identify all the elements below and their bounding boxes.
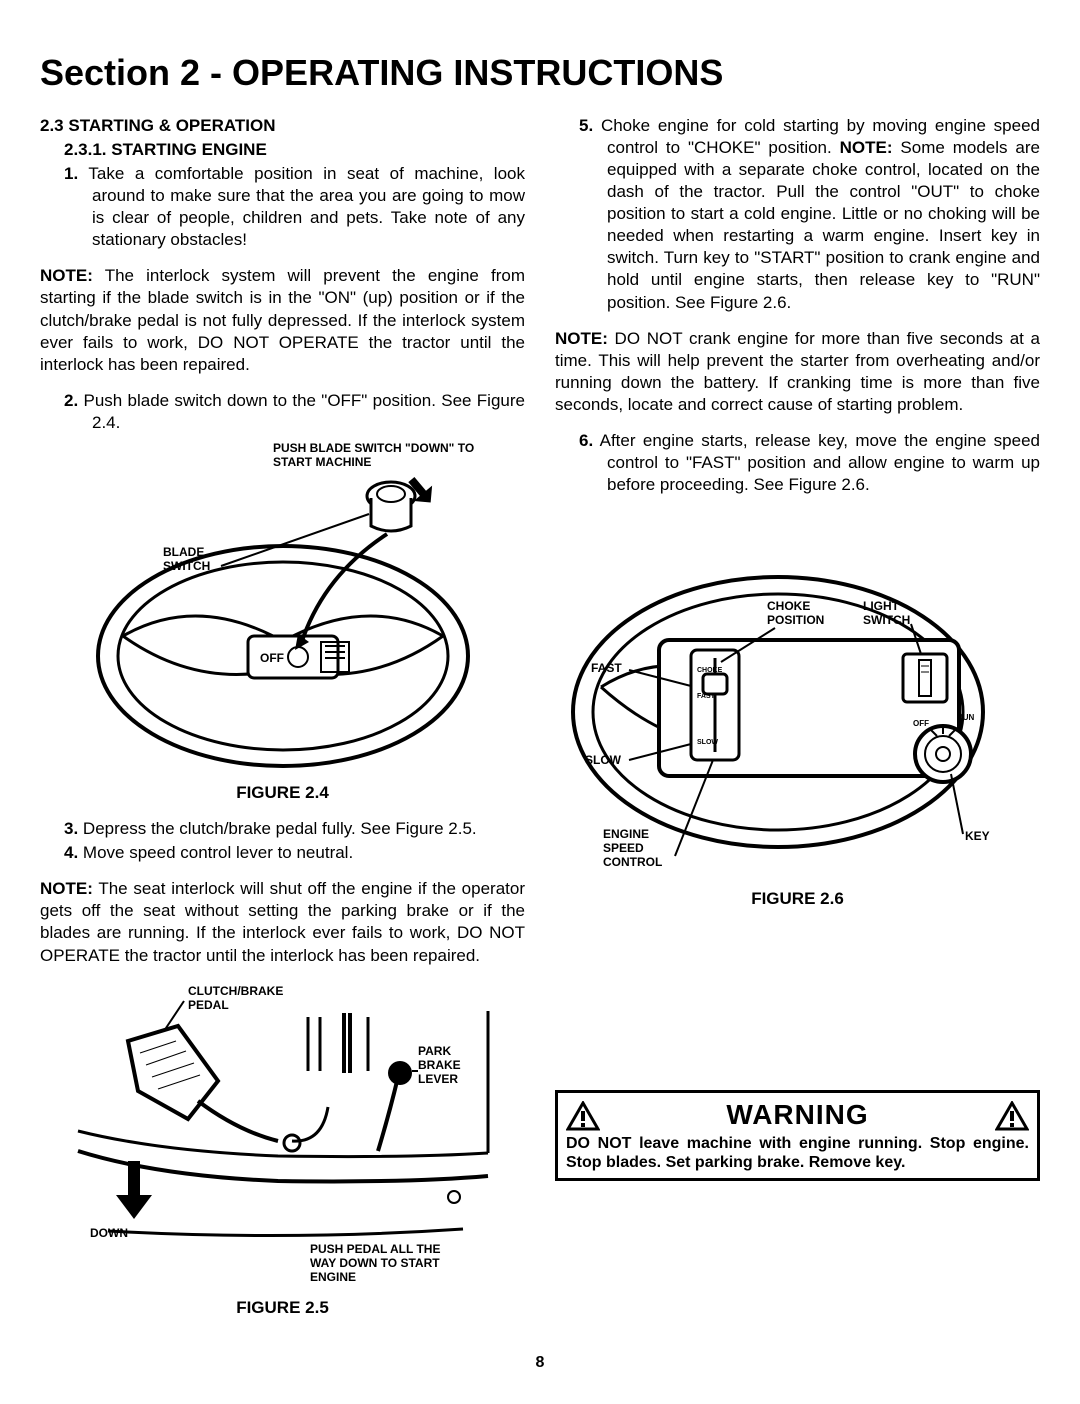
step-4-text: Move speed control lever to neutral. [83, 843, 353, 862]
step-5-text2: Some models are equipped with a separate… [607, 138, 1040, 312]
step-6-num: 6. [579, 431, 593, 450]
note3-label: NOTE: [555, 329, 608, 348]
heading-2-3: 2.3 STARTING & OPERATION [40, 115, 525, 137]
fig25-pb3: LEVER [418, 1072, 458, 1086]
figure-2-5-caption: FIGURE 2.5 [40, 1297, 525, 1319]
fig24-blade-label1: BLADE [163, 545, 204, 559]
warning-icon [995, 1101, 1029, 1131]
figure-2-4-caption: FIGURE 2.4 [40, 782, 525, 804]
fig26-fast: FAST [591, 661, 622, 675]
warning-body: DO NOT leave machine with engine running… [566, 1134, 1029, 1172]
fig26-light2: SWITCH [863, 613, 910, 627]
fig25-push1: PUSH PEDAL ALL THE [310, 1242, 440, 1256]
note-crank: NOTE: DO NOT crank engine for more than … [555, 328, 1040, 416]
fig25-push2: WAY DOWN TO START [310, 1256, 440, 1270]
fig25-pb1: PARK [418, 1044, 451, 1058]
figure-2-6: CHOKE FAST SLOW RUN OFF CHOKE POSITION [555, 522, 1040, 882]
left-column: 2.3 STARTING & OPERATION 2.3.1. STARTING… [40, 115, 525, 1333]
note-text: The interlock system will prevent the en… [40, 266, 525, 373]
step-3-num: 3. [64, 819, 78, 838]
note-label: NOTE: [40, 266, 93, 285]
fig25-pb2: BRAKE [418, 1058, 461, 1072]
fig24-push-label: PUSH BLADE SWITCH "DOWN" TO [273, 441, 474, 455]
fig24-blade-label2: SWITCH [163, 559, 210, 573]
fig26-run: RUN [957, 713, 975, 722]
page-number: 8 [40, 1353, 1040, 1374]
fig26-esc1: ENGINE [603, 827, 649, 841]
warning-header: WARNING [566, 1097, 1029, 1133]
fig26-slow-tiny: SLOW [697, 739, 718, 746]
fig26-esc2: SPEED [603, 841, 644, 855]
fig26-choke-tiny: CHOKE [697, 667, 723, 674]
fig26-off-r: OFF [913, 719, 929, 728]
step-2-num: 2. [64, 391, 78, 410]
fig25-cb2: PEDAL [188, 998, 229, 1012]
fig25-push3: ENGINE [310, 1270, 356, 1284]
note-interlock: NOTE: The interlock system will prevent … [40, 265, 525, 375]
right-column: 5. Choke engine for cold starting by mov… [555, 115, 1040, 1333]
step-2-text: Push blade switch down to the "OFF" posi… [83, 391, 525, 432]
fig25-cb1: CLUTCH/BRAKE [188, 984, 283, 998]
step-4-num: 4. [64, 843, 78, 862]
fig26-choke1: CHOKE [767, 599, 810, 613]
step-1-num: 1. [64, 164, 78, 183]
figure-2-5: CLUTCH/BRAKE PEDAL [40, 981, 525, 1291]
fig25-down: DOWN [90, 1226, 128, 1240]
step-4: 4. Move speed control lever to neutral. [40, 842, 525, 864]
figure-2-4: PUSH BLADE SWITCH "DOWN" TO START MACHIN… [40, 436, 525, 776]
step-5: 5. Choke engine for cold starting by mov… [555, 115, 1040, 314]
figure-2-6-caption: FIGURE 2.6 [555, 888, 1040, 910]
two-column-layout: 2.3 STARTING & OPERATION 2.3.1. STARTING… [40, 115, 1040, 1333]
step-6: 6. After engine starts, release key, mov… [555, 430, 1040, 496]
step-5-note-label: NOTE: [840, 138, 893, 157]
step-6-text: After engine starts, release key, move t… [600, 431, 1040, 494]
fig26-light1: LIGHT [863, 599, 900, 613]
fig26-fast-tiny: FAST [697, 693, 716, 700]
fig26-esc3: CONTROL [603, 855, 662, 869]
note2-label: NOTE: [40, 879, 93, 898]
step-3: 3. Depress the clutch/brake pedal fully.… [40, 818, 525, 840]
page-title: Section 2 - OPERATING INSTRUCTIONS [40, 50, 1040, 97]
warning-icon [566, 1101, 600, 1131]
warning-title: WARNING [726, 1097, 868, 1133]
note2-text: The seat interlock will shut off the eng… [40, 879, 525, 964]
fig24-push-label2: START MACHINE [273, 455, 371, 469]
step-5-num: 5. [579, 116, 593, 135]
warning-box: WARNING DO NOT leave machine with engine… [555, 1090, 1040, 1181]
fig26-slow: SLOW [585, 753, 622, 767]
note-seat-interlock: NOTE: The seat interlock will shut off t… [40, 878, 525, 966]
note3-text: DO NOT crank engine for more than five s… [555, 329, 1040, 414]
fig26-choke2: POSITION [767, 613, 824, 627]
fig24-off-label: OFF [260, 651, 284, 665]
heading-2-3-1: 2.3.1. STARTING ENGINE [40, 139, 525, 161]
step-1: 1. Take a comfortable position in seat o… [40, 163, 525, 251]
step-2: 2. Push blade switch down to the "OFF" p… [40, 390, 525, 434]
step-1-text: Take a comfortable position in seat of m… [88, 164, 525, 249]
step-3-text: Depress the clutch/brake pedal fully. Se… [83, 819, 477, 838]
fig26-key: KEY [965, 829, 990, 843]
